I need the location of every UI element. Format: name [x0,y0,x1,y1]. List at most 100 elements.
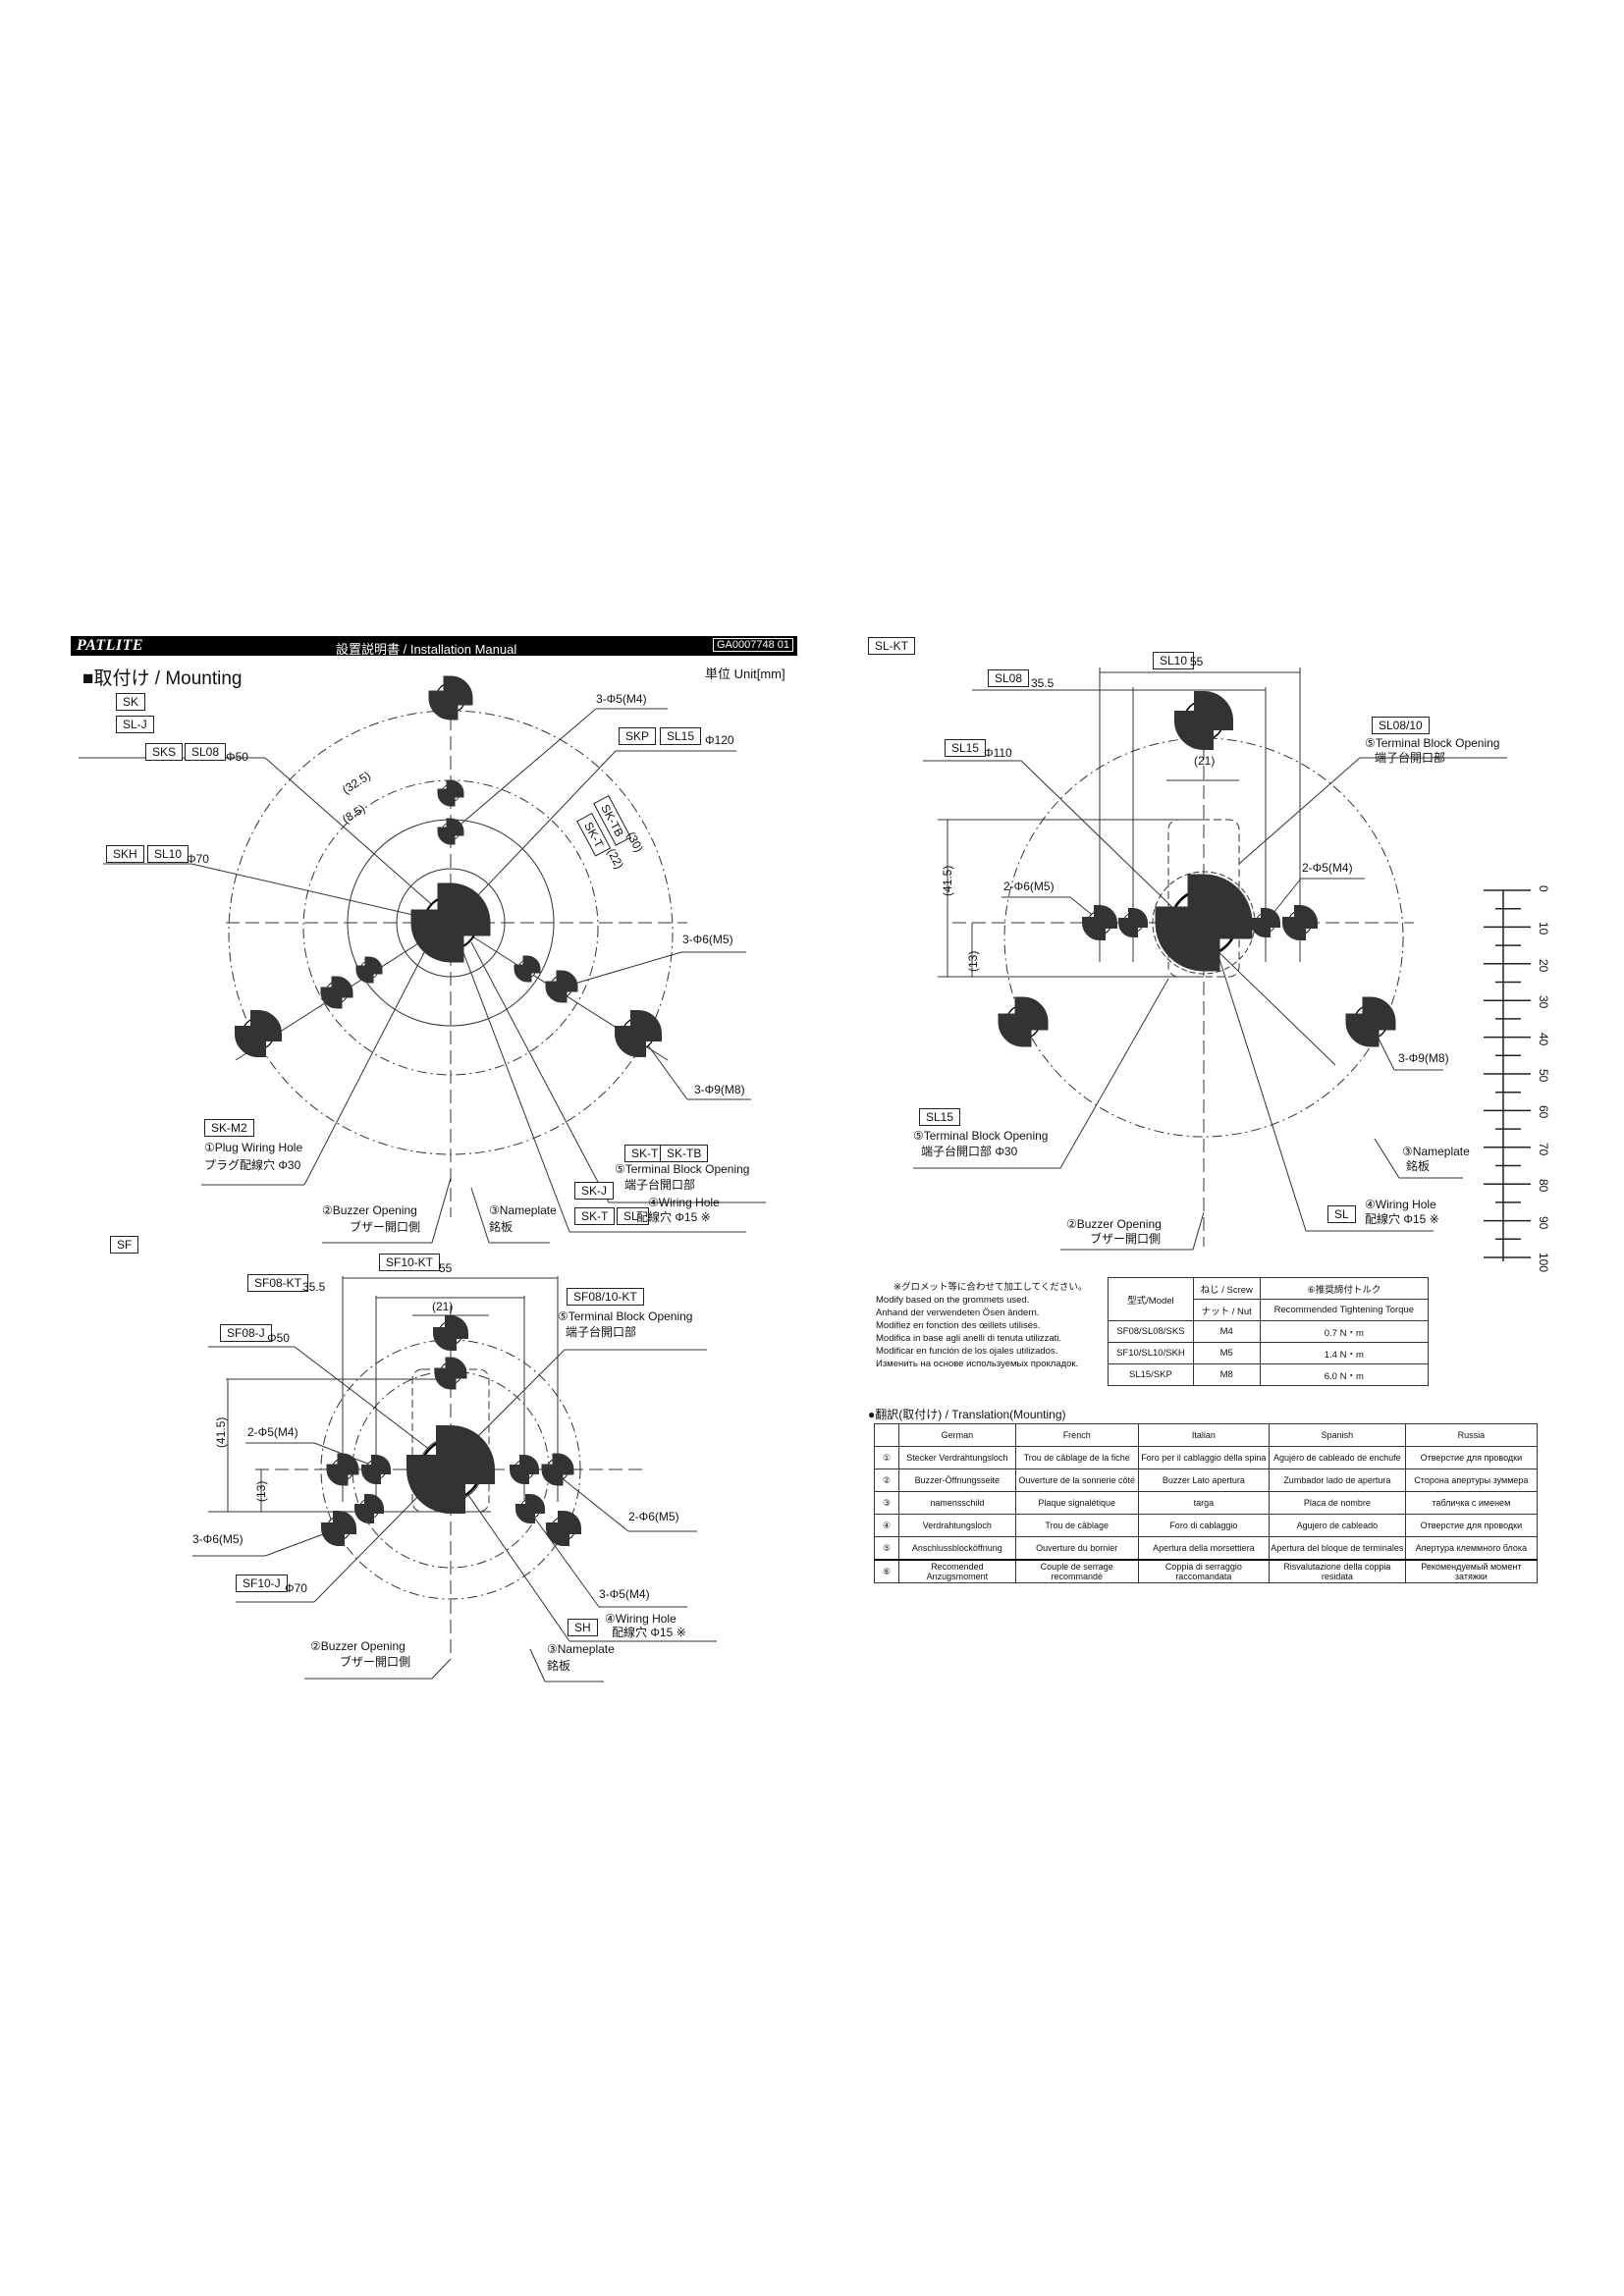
sk-dimension-label: 3-Φ5(M4) [596,692,647,706]
slkt-model-tag: SL [1327,1205,1356,1223]
translation-cell: Couple de serrage recommandé [1014,1559,1139,1583]
translation-header-row: German French Italian Spanish Russia [874,1423,1539,1447]
header-nut: ナット / Nut [1192,1299,1261,1321]
translation-cell: Foro di cablaggio [1137,1514,1270,1537]
translation-cell: Сторона апертуры зуммера [1404,1468,1539,1492]
slkt-model-tag: SL10 [1153,652,1195,669]
document-number: GA0007748 01 [712,638,793,652]
slkt-dimension-label: ②Buzzer Opening [1066,1217,1162,1231]
slkt-dimension-label: 銘板 [1406,1159,1431,1173]
translation-cell: Recomended Anzugsmoment [898,1559,1016,1583]
translation-cell: Stecker Verdrahtungsloch [898,1446,1016,1469]
translation-cell: Отверстие для проводки [1404,1446,1539,1469]
sk-model-tag: SK-TB [660,1145,709,1162]
ruler-tick-label: 80 [1537,1179,1550,1193]
sk-model-tag: SL08 [185,743,227,761]
slkt-dimension-label: 端子台開口部 Φ30 [921,1145,1018,1158]
unit-label: 単位 Unit[mm] [705,667,785,681]
sk-dimension-label: ⑤Terminal Block Opening [615,1162,750,1176]
sf-model-tag: SH [568,1619,598,1636]
slkt-model-tag: SL-KT [868,637,916,655]
ruler-tick-label: 20 [1537,958,1550,973]
slkt-dimension-label: (41.5) [941,865,954,896]
sk-model-tag: SK-T [574,1207,616,1225]
translation-header: French [1014,1423,1139,1447]
sk-dimension-label: Φ70 [187,852,209,866]
slkt-dimension-label: 35.5 [1031,676,1055,690]
sf-mounting-drawing [192,1276,717,1682]
document-header: PATLITE 設置説明書 / Installation Manual GA00… [71,636,797,657]
torque-row: SF10/SL10/SKH M5 1.4 N・m [1108,1342,1430,1364]
translation-title: ●翻訳(取付け) / Translation(Mounting) [868,1408,1066,1421]
sf-dimension-label: Φ70 [285,1581,307,1595]
sk-mounting-drawing [79,677,766,1244]
torque-row: SF08/SL08/SKS M4 0.7 N・m [1108,1320,1430,1343]
translation-cell: Risvalutazione della coppia residata [1268,1559,1406,1583]
translation-cell: Ouverture du bornier [1014,1536,1139,1561]
torque-cell: SF10/SL10/SKH [1108,1342,1194,1364]
translation-row: ⑤ Anschlussblocköffnung Ouverture du borni… [874,1536,1539,1561]
translation-cell: targa [1137,1491,1270,1515]
torque-table: 型式/Model ねじ / Screw ⑥推奨締付トルク ナット / Nut R… [1108,1277,1430,1386]
sf-dimension-label: 端子台開口部 [566,1325,637,1339]
sf-dimension-label: 配線穴 Φ15 ※ [612,1626,686,1639]
slkt-dimension-label: ⑤Terminal Block Opening [1365,736,1500,750]
translation-cell: namensschild [898,1491,1016,1515]
slkt-dimension-label: 2-Φ6(M5) [1003,880,1055,893]
slkt-model-tag: SL15 [919,1108,961,1126]
translation-cell: Apertura della morsettiera [1137,1536,1270,1561]
slkt-dimension-label: 2-Φ5(M4) [1302,861,1353,875]
translation-cell: Verdrahtungsloch [898,1514,1016,1537]
scale-ruler [1484,889,1531,1261]
sk-dimension-label: ②Buzzer Opening [322,1203,417,1217]
translation-cell: Zumbador lado de apertura [1268,1468,1406,1492]
torque-cell: M4 [1192,1320,1261,1343]
sk-dimension-label: Φ50 [226,750,248,764]
translation-row: ④ Verdrahtungsloch Trou de câblage Foro di … [874,1514,1539,1537]
ruler-tick-label: 10 [1537,922,1550,935]
sf-dimension-label: ブザー開口側 [340,1655,411,1669]
sf-dimension-label: 55 [439,1261,453,1275]
translation-cell: ⑥ [874,1559,899,1583]
translation-cell: ② [874,1468,899,1492]
sf-dimension-label: 銘板 [547,1659,571,1673]
note-line: Modifiez en fonction des œillets utilisé… [876,1320,1041,1331]
sk-model-tag: SK-J [574,1182,615,1200]
sk-model-tag: SL10 [147,845,189,863]
sf-model-tag: SF10-J [236,1575,288,1592]
sk-dimension-label: 3-Φ9(M8) [694,1083,745,1096]
note-line: Modificar en función de los ojales utili… [876,1346,1058,1357]
sf-model-tag: SF08/10-KT [567,1288,644,1306]
header-torque-en: Recommended Tightening Torque [1259,1299,1430,1321]
sf-dimension-label: ④Wiring Hole [605,1612,677,1626]
translation-cell: табличка с именем [1404,1491,1539,1515]
ruler-tick-label: 30 [1537,995,1550,1009]
sk-model-tag: SL15 [660,727,702,745]
slkt-dimension-label: (13) [966,950,980,972]
sk-model-tag: SL-J [116,716,154,733]
header-screw: ねじ / Screw [1192,1277,1261,1300]
sl-kt-mounting-drawing [913,667,1507,1251]
ruler-tick-label: 0 [1537,885,1550,892]
sk-model-tag: SKS [145,743,184,761]
translation-cell: Placa de nombre [1268,1491,1406,1515]
note-line: Modifica in base agli anelli di tenuta u… [876,1333,1062,1344]
translation-cell: Agujero de cableado de enchufe [1268,1446,1406,1469]
sk-dimension-label: 端子台開口部 [624,1178,696,1192]
translation-header: German [898,1423,1016,1447]
sk-dimension-label: Φ120 [705,733,734,747]
slkt-dimension-label: (21) [1194,754,1216,768]
sf-dimension-label: Φ50 [267,1331,290,1345]
sf-model-tag: SF [110,1236,139,1254]
torque-cell: 6.0 N・m [1259,1363,1430,1386]
torque-cell: 0.7 N・m [1259,1320,1430,1343]
translation-header: Italian [1137,1423,1270,1447]
sk-model-tag: SK [116,693,146,711]
ruler-tick-label: 90 [1537,1215,1550,1229]
translation-header [874,1423,899,1447]
translation-cell: ⑤ [874,1536,899,1561]
translation-cell: Agujero de cableado [1268,1514,1406,1537]
translation-cell: Anschlussblocköffnung [898,1536,1016,1561]
sk-dimension-label: 3-Φ6(M5) [682,933,733,946]
translation-cell: ④ [874,1514,899,1537]
